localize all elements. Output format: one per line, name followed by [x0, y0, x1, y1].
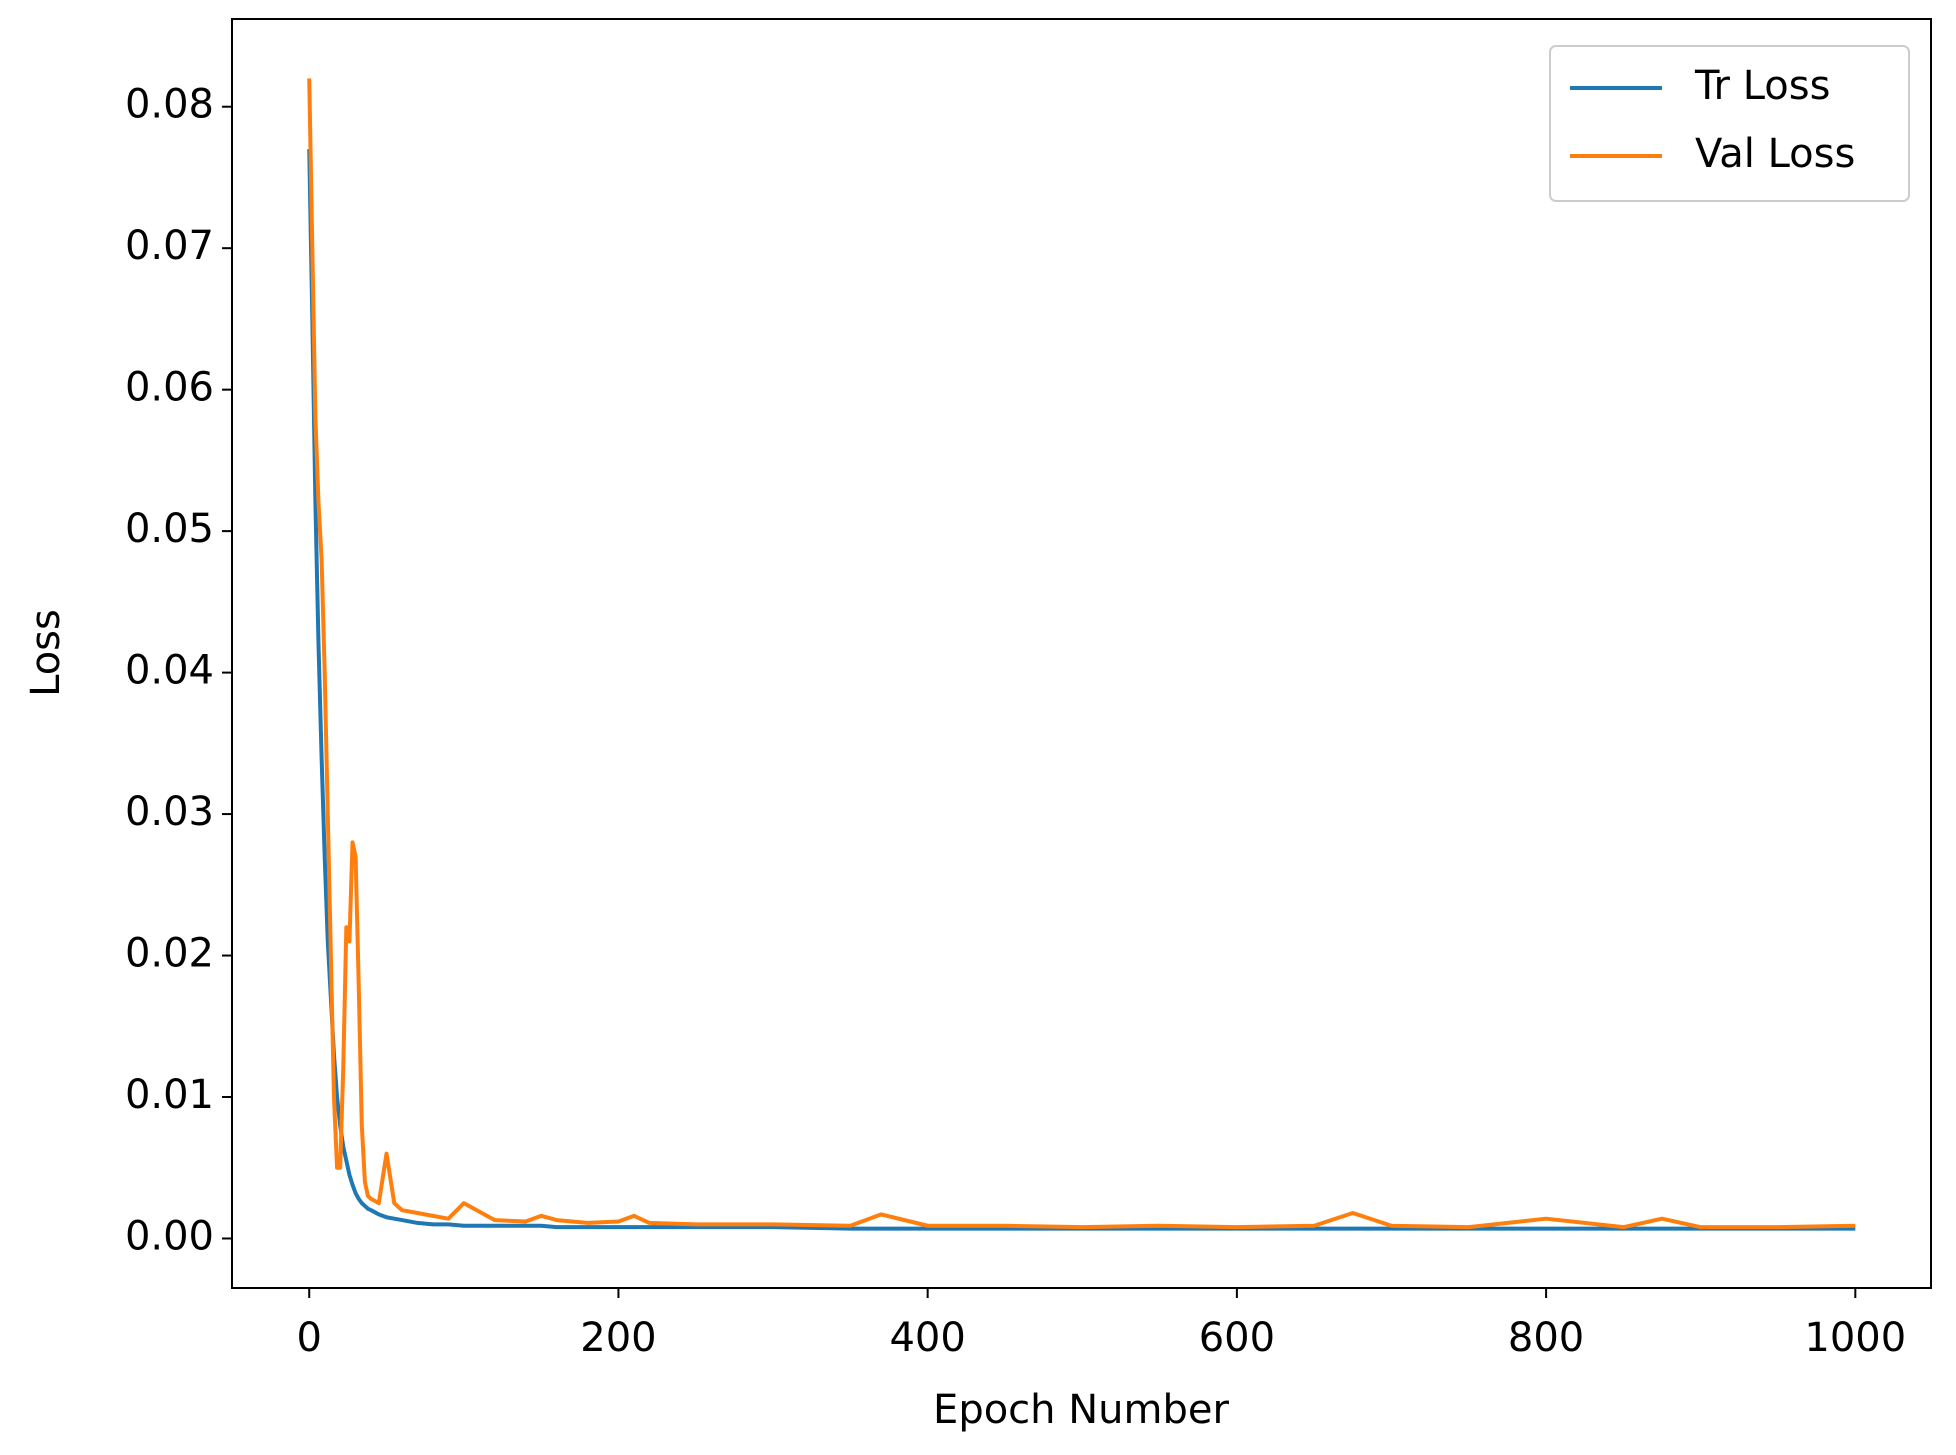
x-tick-label: 200: [580, 1315, 656, 1361]
legend-label: Tr Loss: [1694, 63, 1830, 109]
y-tick-label: 0.01: [125, 1072, 214, 1118]
y-tick-label: 0.03: [125, 789, 214, 835]
y-tick-label: 0.05: [125, 506, 214, 552]
x-tick-label: 0: [297, 1315, 322, 1361]
series-line: [307, 78, 1856, 1230]
x-tick-label: 400: [889, 1315, 965, 1361]
legend-label: Val Loss: [1695, 131, 1855, 177]
y-tick-label: 0.08: [125, 82, 214, 128]
y-tick-label: 0.00: [125, 1213, 214, 1259]
plot-frame: [231, 18, 1932, 1289]
y-tick-label: 0.04: [125, 648, 214, 694]
x-tick-label: 800: [1508, 1315, 1584, 1361]
y-tick-label: 0.06: [125, 365, 214, 411]
legend-box: [1549, 45, 1910, 202]
y-tick-label: 0.02: [125, 931, 214, 977]
x-tick-label: 600: [1199, 1315, 1275, 1361]
x-tick-label: 1000: [1804, 1315, 1906, 1361]
y-tick-label: 0.07: [125, 223, 214, 269]
x-axis-label: Epoch Number: [933, 1387, 1229, 1433]
y-axis-label: Loss: [23, 609, 69, 697]
series-line: [307, 149, 1856, 1231]
